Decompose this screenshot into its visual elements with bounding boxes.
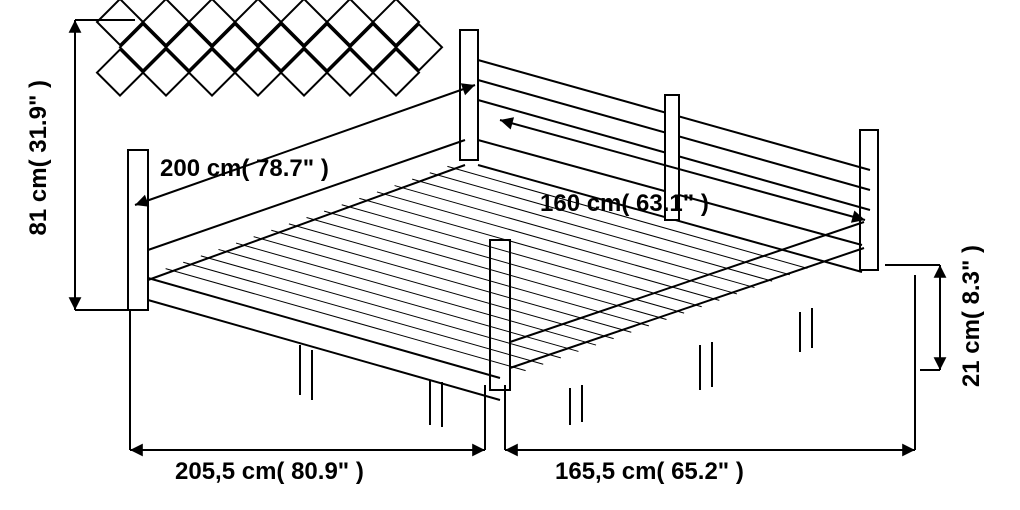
label-81cm: 81 cm( 31.9" ) xyxy=(25,80,53,235)
bed-frame-drawing xyxy=(128,30,878,427)
label-21cm: 21 cm( 8.3" ) xyxy=(958,245,986,387)
label-2055cm: 205,5 cm( 80.9" ) xyxy=(175,458,364,486)
label-160cm: 160 cm( 63.1" ) xyxy=(540,190,709,218)
dim-line-200 xyxy=(135,85,475,205)
label-1655cm: 165,5 cm( 65.2" ) xyxy=(555,458,744,486)
diagram-canvas: 81 cm( 31.9" ) 200 cm( 78.7" ) 160 cm( 6… xyxy=(0,0,1020,510)
headboard-pattern xyxy=(97,0,442,96)
drawing-svg xyxy=(0,0,1020,510)
label-200cm: 200 cm( 78.7" ) xyxy=(160,155,329,183)
